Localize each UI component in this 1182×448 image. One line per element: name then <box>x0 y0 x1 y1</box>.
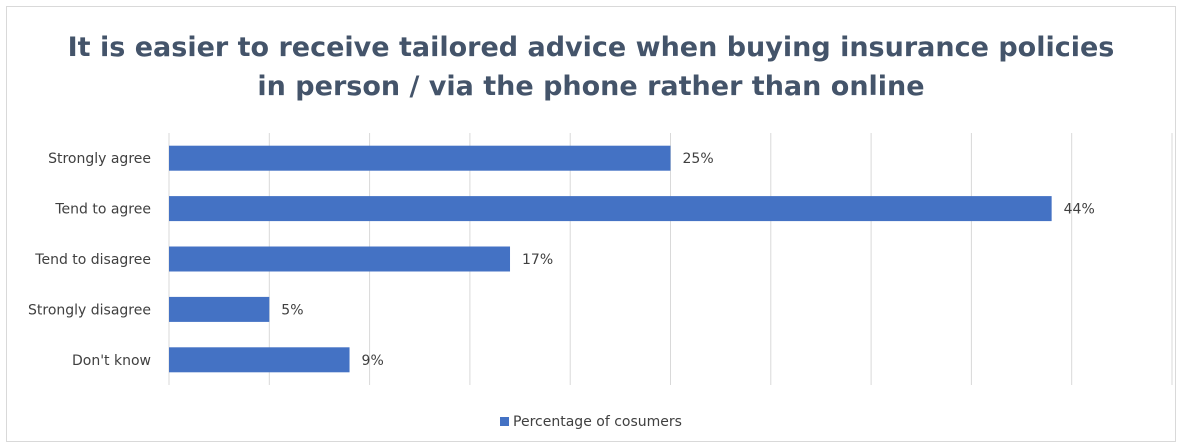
category-labels: Strongly agree Tend to agree Tend to disag… <box>28 151 151 369</box>
legend-swatch <box>500 417 510 426</box>
value-label: 17% <box>522 252 553 268</box>
bar <box>169 246 511 272</box>
category-label: Tend to agree <box>54 202 151 218</box>
chart-title: It is easier to receive tailored advice … <box>67 32 1115 102</box>
value-label: 25% <box>683 151 714 167</box>
legend-label: Percentage of cosumers <box>513 414 682 430</box>
legend: Percentage of cosumers <box>0 414 1182 430</box>
bar <box>169 145 671 171</box>
bar <box>169 296 270 322</box>
category-label: Tend to disagree <box>34 252 151 268</box>
bars <box>169 145 1052 373</box>
bar <box>169 196 1052 222</box>
value-label: 44% <box>1064 202 1095 218</box>
value-label: 9% <box>362 353 384 369</box>
category-label: Strongly agree <box>48 151 151 167</box>
category-label: Don't know <box>72 353 151 369</box>
bar <box>169 347 350 373</box>
value-labels: 25% 44% 17% 5% 9% <box>281 151 1094 369</box>
category-label: Strongly disagree <box>28 302 151 318</box>
value-label: 5% <box>281 302 303 318</box>
